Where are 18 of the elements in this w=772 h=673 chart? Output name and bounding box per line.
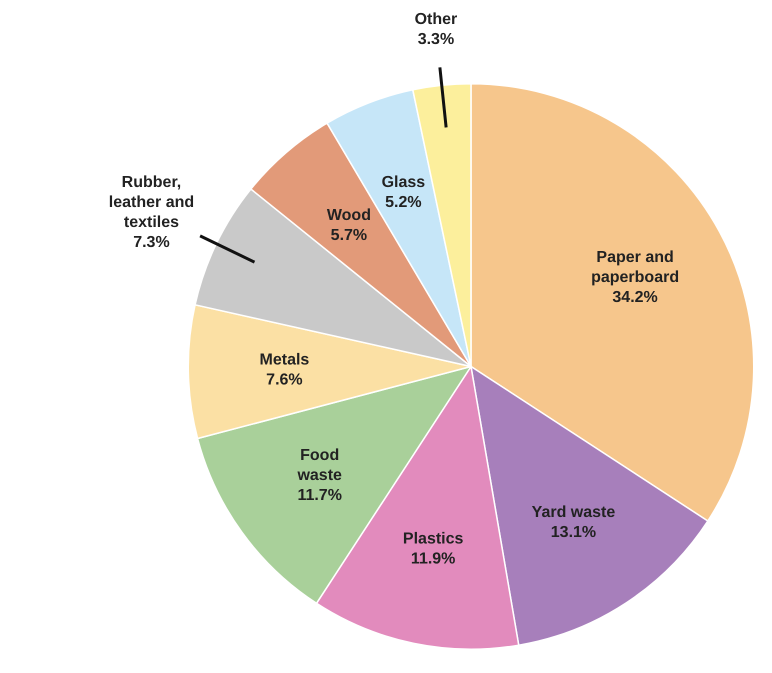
slice-label: Rubber, leather and textiles [108,174,194,231]
slice-label: Glass [382,174,426,191]
slice-label: Wood [326,206,371,224]
data-label: 5.2% [385,194,422,211]
data-label: 5.7% [330,226,368,244]
data-label: 34.2% [612,289,658,306]
slice-label: Yard waste [532,504,616,521]
data-label: 11.7% [297,487,342,504]
slice-label: Food waste [296,447,342,484]
data-label: 7.6% [266,371,303,388]
data-label: 13.1% [550,524,596,541]
data-label: 11.9% [410,550,456,568]
data-label: 3.3% [418,30,454,48]
slice-label: Paper and paperboard [591,249,680,286]
data-label: 7.3% [133,234,170,251]
slice-label: Plastics [402,530,464,548]
slice-label: Metals [260,351,310,368]
slice-label: Other [414,10,458,28]
